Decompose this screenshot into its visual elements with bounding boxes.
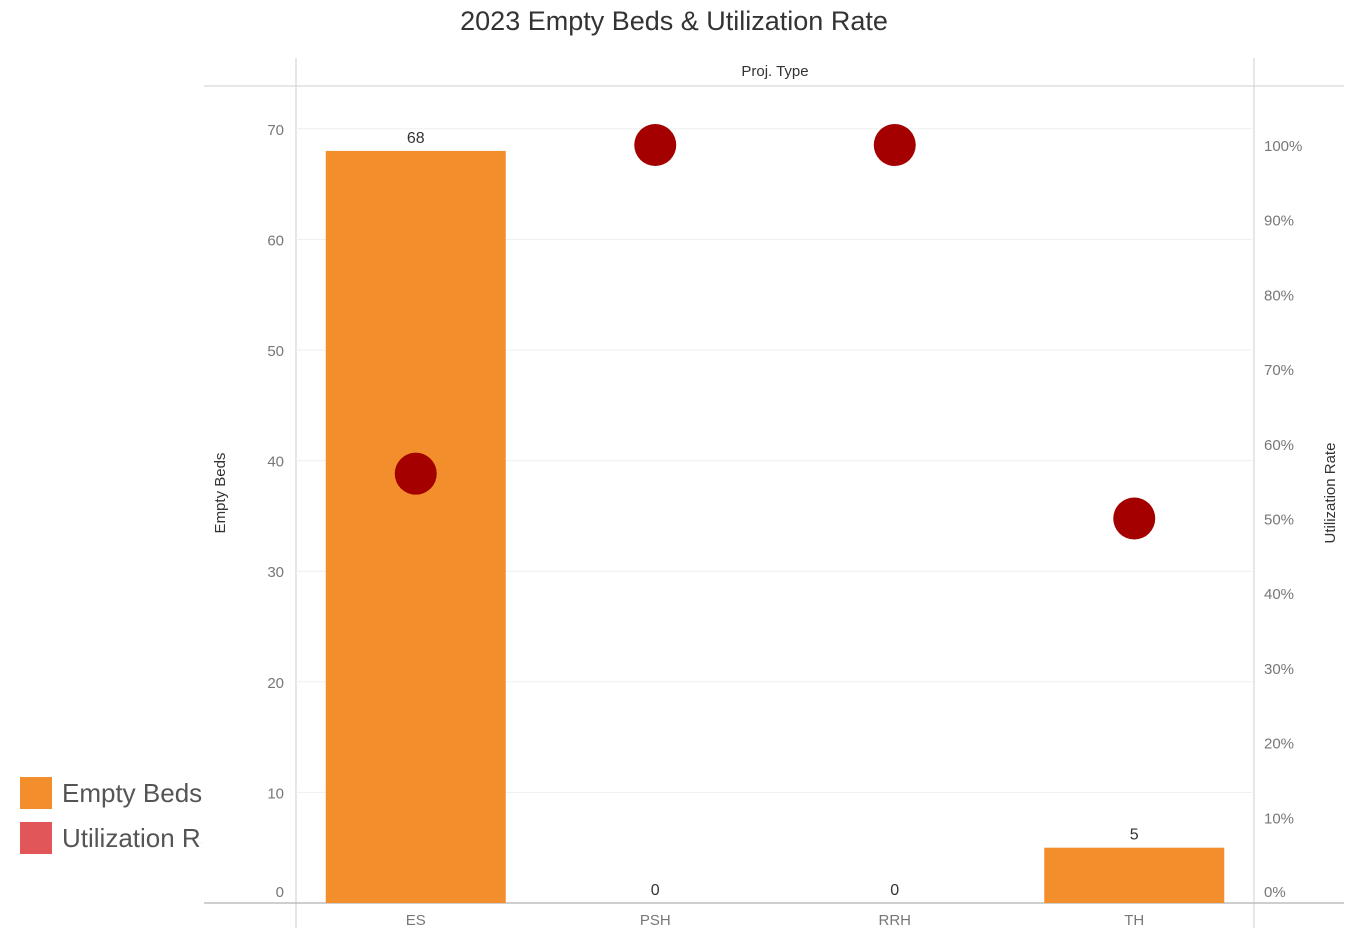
right-tick-label: 50% xyxy=(1264,512,1294,529)
bar-data-label: 5 xyxy=(1130,827,1139,844)
right-tick-label: 40% xyxy=(1264,586,1294,603)
point-utilization-rate xyxy=(394,452,437,495)
x-tick-label: TH xyxy=(1124,912,1144,928)
right-tick-label: 30% xyxy=(1264,661,1294,678)
column-header-label: Proj. Type xyxy=(741,63,809,80)
right-tick-label: 70% xyxy=(1264,362,1294,379)
left-axis-title: Empty Beds xyxy=(212,453,229,534)
point-utilization-rate xyxy=(1113,497,1156,540)
bar-empty-beds xyxy=(1044,847,1225,903)
bar-data-label: 0 xyxy=(651,882,660,899)
right-tick-label: 60% xyxy=(1264,437,1294,454)
legend-item-empty-beds[interactable]: Empty Beds xyxy=(20,776,202,810)
legend: Empty Beds Utilization Rate xyxy=(14,760,202,858)
left-tick-label: 40 xyxy=(267,454,284,471)
x-tick-label: PSH xyxy=(640,912,671,928)
bar-data-label: 68 xyxy=(407,130,425,147)
point-utilization-rate xyxy=(634,124,677,166)
right-tick-label: 90% xyxy=(1264,213,1294,230)
left-tick-label: 70 xyxy=(267,122,284,139)
legend-swatch-empty-beds xyxy=(20,777,52,809)
left-tick-label: 0 xyxy=(276,884,284,901)
right-tick-label: 0% xyxy=(1264,884,1286,901)
chart-title: 2023 Empty Beds & Utilization Rate xyxy=(460,6,888,36)
legend-item-utilization-rate[interactable]: Utilization Rate xyxy=(20,821,202,855)
bar-empty-beds xyxy=(325,150,506,904)
right-axis-title: Utilization Rate xyxy=(1322,443,1339,544)
left-tick-label: 20 xyxy=(267,675,284,692)
bar-data-label: 0 xyxy=(890,882,899,899)
legend-swatch-utilization-rate xyxy=(20,822,52,854)
legend-label-utilization-rate: Utilization Rate xyxy=(62,822,202,853)
right-tick-label: 100% xyxy=(1264,138,1302,155)
right-tick-label: 20% xyxy=(1264,736,1294,753)
x-tick-label: RRH xyxy=(879,912,912,928)
legend-label-empty-beds: Empty Beds xyxy=(62,777,202,808)
left-tick-label: 30 xyxy=(267,564,284,581)
left-tick-label: 50 xyxy=(267,343,284,360)
right-tick-label: 10% xyxy=(1264,810,1294,827)
point-utilization-rate xyxy=(873,124,916,166)
x-tick-label: ES xyxy=(406,912,426,928)
left-tick-label: 10 xyxy=(267,785,284,802)
right-tick-label: 80% xyxy=(1264,287,1294,304)
left-tick-label: 60 xyxy=(267,232,284,249)
